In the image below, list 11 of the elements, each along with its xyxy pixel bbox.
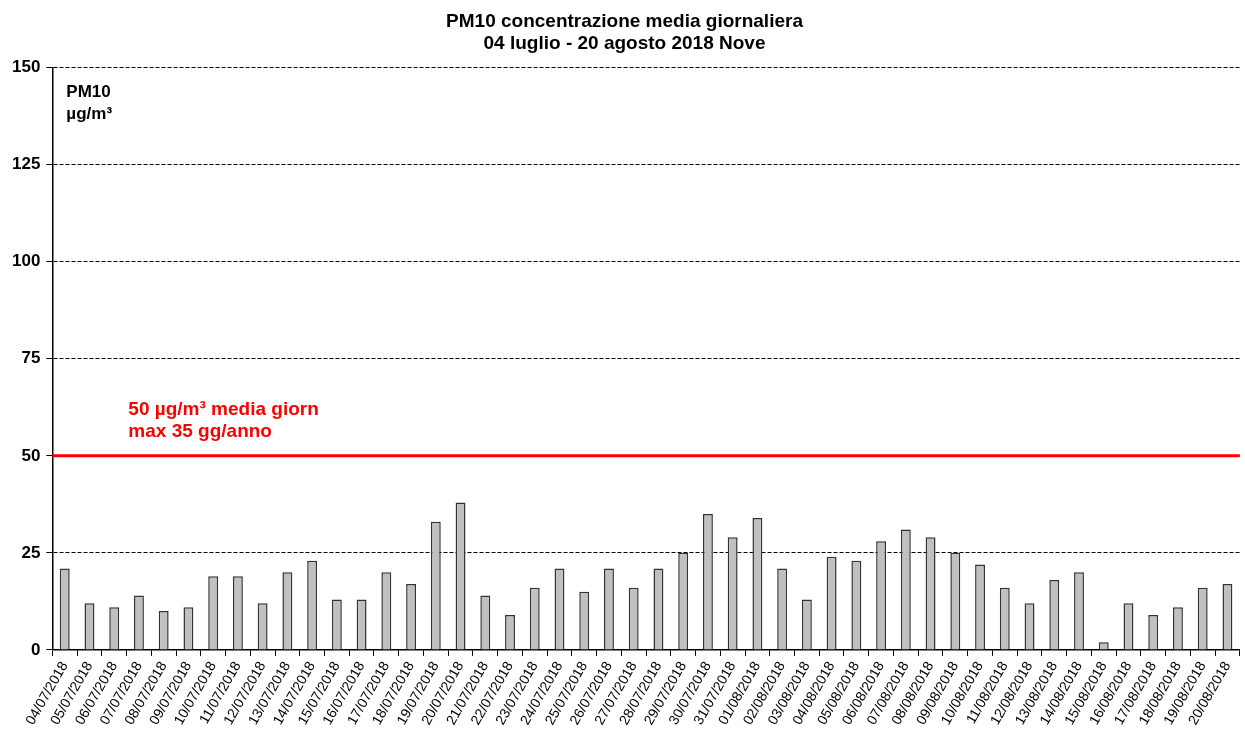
y-tick-label: 50: [21, 445, 41, 465]
y-tick-label: 25: [21, 542, 41, 562]
y-axis-title: PM10 µg/m³: [66, 81, 113, 123]
y-tick-label: 125: [11, 154, 41, 174]
y-tick-label: 75: [21, 348, 41, 368]
y-tick-label: 0: [30, 639, 41, 659]
ref-line-label: 50 µg/m³ media giorn max 35 gg/anno: [128, 397, 319, 441]
chart-subtitle: 04 luglio - 20 agosto 2018 Nove: [483, 32, 766, 54]
chart-title: PM10 concentrazione media giornaliera: [446, 9, 804, 31]
y-tick-label: 100: [11, 251, 41, 271]
y-tick-label: 150: [11, 57, 41, 77]
